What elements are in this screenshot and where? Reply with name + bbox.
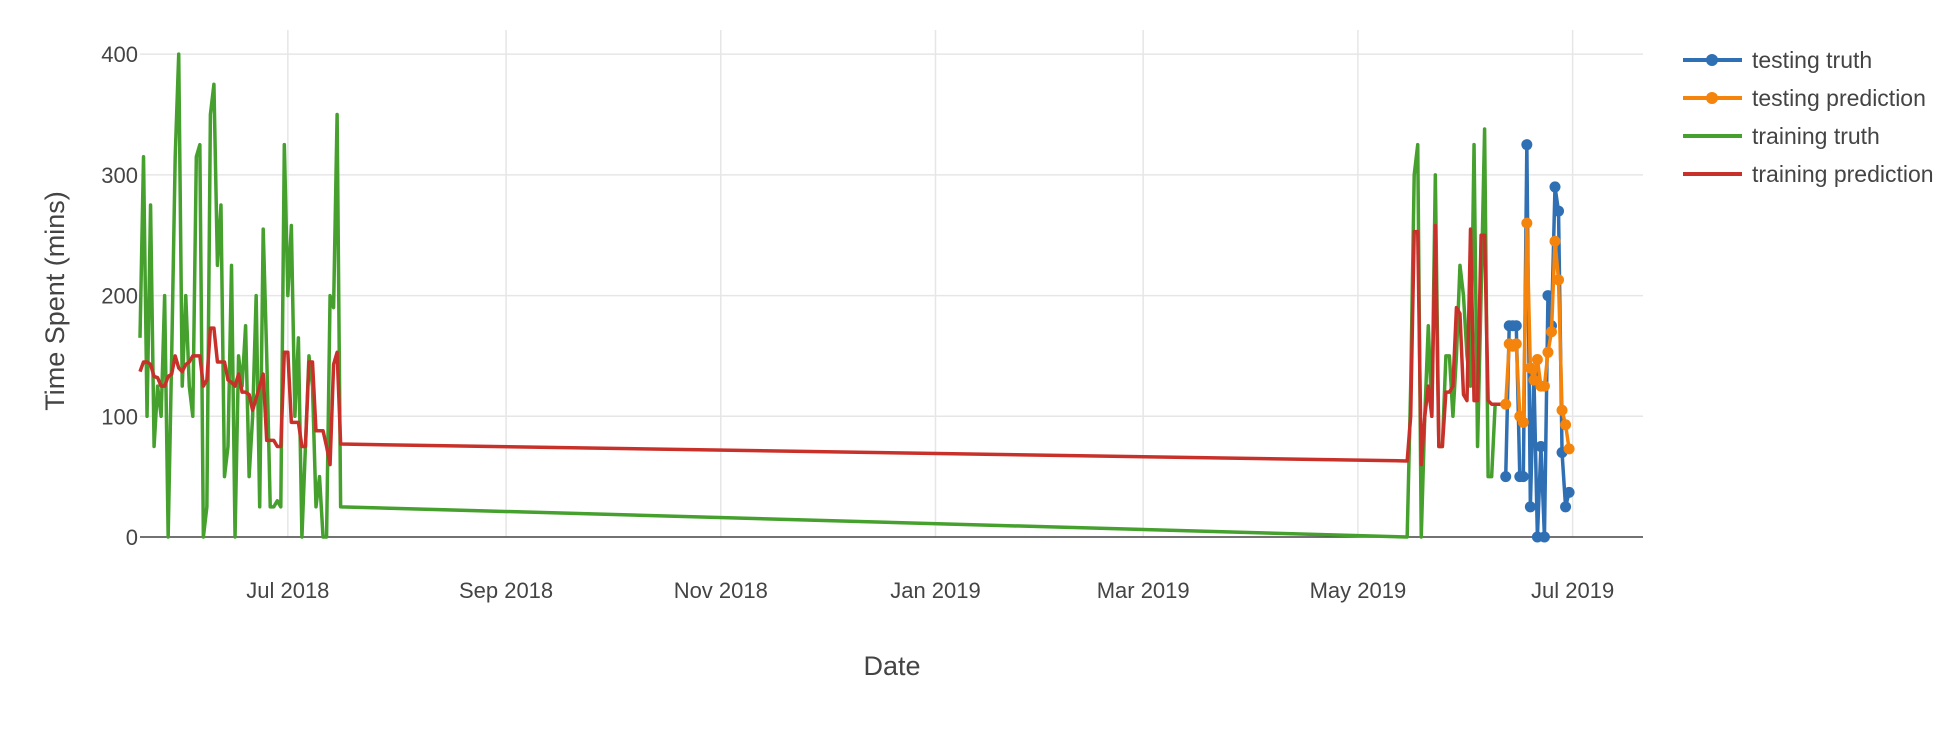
series-lines <box>138 52 1575 543</box>
legend-label: testing prediction <box>1752 85 1926 111</box>
point-testing-prediction <box>1549 235 1561 247</box>
point-testing-prediction <box>1538 380 1550 392</box>
y-axis-ticks: 0 100 200 300 400 <box>101 42 138 550</box>
point-testing-prediction <box>1560 419 1572 431</box>
series-training-truth <box>138 52 1503 539</box>
point-testing-prediction <box>1521 217 1533 229</box>
point-testing-prediction <box>1500 398 1512 410</box>
point-testing-prediction <box>1542 346 1554 358</box>
series-testing-truth <box>1500 139 1575 543</box>
point-testing-truth <box>1510 320 1522 332</box>
x-tick-label: Sep 2018 <box>459 578 553 603</box>
y-tick-label: 100 <box>101 404 138 429</box>
point-testing-truth <box>1560 501 1572 513</box>
point-testing-prediction <box>1517 416 1529 428</box>
legend: testing truth testing prediction training … <box>1683 47 1934 187</box>
point-testing-prediction <box>1531 354 1543 366</box>
legend-marker <box>1706 92 1718 104</box>
point-testing-prediction <box>1563 443 1575 455</box>
x-tick-label: Mar 2019 <box>1097 578 1190 603</box>
legend-item-training-truth: training truth <box>1683 123 1880 149</box>
point-testing-truth <box>1549 181 1561 193</box>
series-training-prediction <box>138 223 1503 467</box>
legend-label: testing truth <box>1752 47 1872 73</box>
point-testing-truth <box>1500 471 1512 483</box>
point-testing-prediction <box>1545 326 1557 338</box>
point-testing-truth <box>1538 531 1550 543</box>
point-testing-prediction <box>1524 362 1536 374</box>
x-tick-label: Jul 2018 <box>246 578 329 603</box>
point-testing-prediction <box>1510 338 1522 350</box>
legend-label: training truth <box>1752 123 1880 149</box>
point-testing-truth <box>1524 501 1536 513</box>
legend-item-testing-prediction: testing prediction <box>1683 85 1926 111</box>
y-tick-label: 400 <box>101 42 138 67</box>
x-tick-label: Jul 2019 <box>1531 578 1614 603</box>
point-testing-prediction <box>1556 404 1568 416</box>
point-testing-truth <box>1535 440 1547 452</box>
legend-item-training-prediction: training prediction <box>1683 161 1934 187</box>
point-testing-truth <box>1563 486 1575 498</box>
point-testing-prediction <box>1553 274 1565 286</box>
point-testing-truth <box>1517 471 1529 483</box>
legend-label: training prediction <box>1752 161 1934 187</box>
line-training-truth <box>138 52 1503 539</box>
point-testing-truth <box>1521 139 1533 151</box>
line-training-prediction <box>138 223 1503 467</box>
series-testing-prediction <box>1500 217 1575 455</box>
x-axis-title: Date <box>863 651 920 681</box>
x-tick-label: May 2019 <box>1310 578 1407 603</box>
legend-item-testing-truth: testing truth <box>1683 47 1872 73</box>
x-tick-label: Jan 2019 <box>890 578 981 603</box>
y-tick-label: 0 <box>126 525 138 550</box>
y-tick-label: 300 <box>101 163 138 188</box>
point-testing-truth <box>1553 205 1565 217</box>
x-tick-label: Nov 2018 <box>674 578 768 603</box>
x-axis-ticks: Jul 2018 Sep 2018 Nov 2018 Jan 2019 Mar 2019… <box>246 578 1614 603</box>
legend-marker <box>1706 54 1718 66</box>
point-testing-truth <box>1542 290 1554 302</box>
y-axis-title: Time Spent (mins) <box>40 191 70 411</box>
y-tick-label: 200 <box>101 284 138 309</box>
